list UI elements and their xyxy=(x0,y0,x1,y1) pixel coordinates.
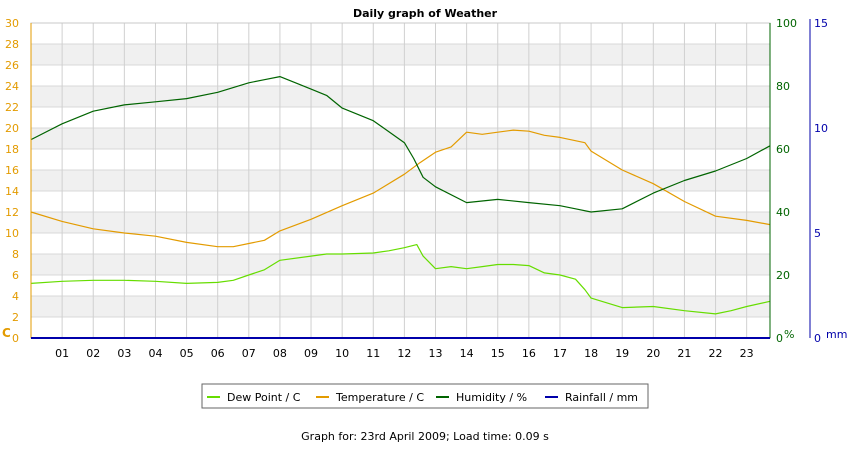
hour-tick-label: 14 xyxy=(460,347,474,360)
hour-tick-label: 06 xyxy=(211,347,225,360)
grid-band xyxy=(31,254,770,275)
temp-tick-label: 6 xyxy=(12,269,19,282)
hour-tick-label: 01 xyxy=(55,347,69,360)
legend-label-3: Rainfall / mm xyxy=(565,391,638,404)
temp-tick-label: 24 xyxy=(5,80,19,93)
graph-footer: Graph for: 23rd April 2009; Load time: 0… xyxy=(301,430,549,443)
series-line-1 xyxy=(30,129,771,248)
hour-tick-label: 23 xyxy=(740,347,754,360)
grid-band xyxy=(31,170,770,191)
humidity-tick-label: 60 xyxy=(776,143,790,156)
legend: Dew Point / C Temperature / C Humidity / %… xyxy=(201,383,649,409)
temp-tick-label: 26 xyxy=(5,59,19,72)
hour-tick-label: 09 xyxy=(304,347,318,360)
hour-tick-label: 12 xyxy=(397,347,411,360)
weather-chart: Daily graph of Weather 02468101214161820… xyxy=(2,7,847,409)
rain-tick-label: 15 xyxy=(814,17,828,30)
grid-band xyxy=(31,149,770,170)
hour-tick-label: 03 xyxy=(117,347,131,360)
rain-tick-label: 0 xyxy=(814,332,821,345)
legend-label-0: Dew Point / C xyxy=(227,391,301,404)
temp-tick-label: 12 xyxy=(5,206,19,219)
humidity-axis: 0 20 40 60 80 100% xyxy=(769,17,797,345)
hour-tick-label: 05 xyxy=(180,347,194,360)
legend-label-2: Humidity / % xyxy=(456,391,527,404)
grid-band xyxy=(31,317,770,338)
temp-unit-label: C xyxy=(2,326,11,340)
temp-tick-label: 28 xyxy=(5,38,19,51)
grid-band xyxy=(31,233,770,254)
humidity-tick-label: 40 xyxy=(776,206,790,219)
temp-tick-label: 14 xyxy=(5,185,19,198)
hour-tick-label: 04 xyxy=(148,347,162,360)
hour-tick-label: 13 xyxy=(429,347,443,360)
humidity-unit-label: % xyxy=(784,328,794,341)
humidity-tick-label: 0 xyxy=(776,332,783,345)
plot-grid xyxy=(30,22,771,339)
series-line-2 xyxy=(30,76,771,213)
temp-tick-label: 8 xyxy=(12,248,19,261)
humidity-tick-label: 100 xyxy=(776,17,797,30)
temp-tick-label: 20 xyxy=(5,122,19,135)
hour-tick-label: 07 xyxy=(242,347,256,360)
temp-tick-label: 30 xyxy=(5,17,19,30)
rain-tick-label: 5 xyxy=(814,227,821,240)
hour-tick-label: 20 xyxy=(646,347,660,360)
rain-unit-label: mm xyxy=(826,328,847,341)
rainfall-axis: 0 5 10 15 mm xyxy=(809,17,847,345)
temp-tick-label: 18 xyxy=(5,143,19,156)
grid-band xyxy=(31,107,770,128)
grid-band xyxy=(31,296,770,317)
hour-tick-label: 02 xyxy=(86,347,100,360)
legend-label-1: Temperature / C xyxy=(335,391,424,404)
grid-band xyxy=(31,212,770,233)
grid-band xyxy=(31,23,770,44)
hour-tick-label: 11 xyxy=(366,347,380,360)
hour-tick-label: 22 xyxy=(709,347,723,360)
temp-tick-label: 22 xyxy=(5,101,19,114)
grid-band xyxy=(31,191,770,212)
temp-tick-label: 10 xyxy=(5,227,19,240)
humidity-tick-label: 20 xyxy=(776,269,790,282)
hour-tick-label: 21 xyxy=(677,347,691,360)
hour-tick-label: 18 xyxy=(584,347,598,360)
legend-box xyxy=(201,383,649,409)
temp-tick-label: 2 xyxy=(12,311,19,324)
hour-tick-label: 19 xyxy=(615,347,629,360)
temp-tick-label: 4 xyxy=(12,290,19,303)
rain-tick-label: 10 xyxy=(814,122,828,135)
series-line-0 xyxy=(30,244,771,315)
hour-axis: 01 02 03 04 05 06 07 08 09 10 11 12 13 14 15 16 17 18 19 20… xyxy=(31,337,770,360)
hour-tick-label: 10 xyxy=(335,347,349,360)
grid-band xyxy=(31,128,770,149)
temp-tick-label: 16 xyxy=(5,164,19,177)
plot-bands xyxy=(31,23,770,338)
grid-band xyxy=(31,44,770,65)
hour-tick-label: 17 xyxy=(553,347,567,360)
grid-band xyxy=(31,65,770,86)
hour-tick-label: 08 xyxy=(273,347,287,360)
hour-tick-label: 16 xyxy=(522,347,536,360)
chart-title: Daily graph of Weather xyxy=(353,7,498,20)
grid-band xyxy=(31,86,770,107)
temp-tick-label: 0 xyxy=(12,332,19,345)
hour-tick-label: 15 xyxy=(491,347,505,360)
grid-band xyxy=(31,275,770,296)
humidity-tick-label: 80 xyxy=(776,80,790,93)
